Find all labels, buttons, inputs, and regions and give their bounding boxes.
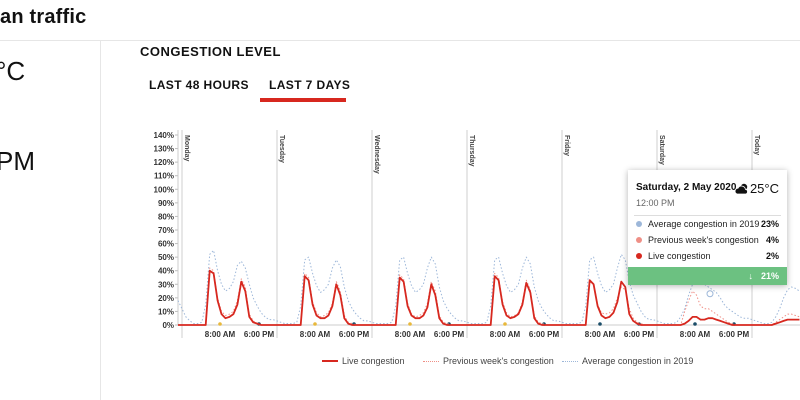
morning-marker [313, 322, 317, 326]
tab-last-48-hours[interactable]: LAST 48 HOURS [149, 78, 249, 92]
day-label: Thursday [468, 135, 475, 167]
current-time: PM [0, 146, 35, 176]
partly-cloudy-icon [734, 183, 748, 194]
x-tick-label: 6:00 PM [624, 330, 655, 339]
live-dot-icon [636, 253, 642, 259]
y-tick-label: 50% [158, 253, 174, 262]
y-tick-label: 90% [158, 199, 174, 208]
tooltip-difference-value: 21% [760, 271, 779, 281]
day-label: Tuesday [278, 135, 285, 163]
series-average-line [177, 249, 800, 325]
x-tick-label: 6:00 PM [244, 330, 275, 339]
legend-previous-swatch [423, 360, 439, 362]
tooltip-row-average: Average congestion in 2019 23% [636, 217, 779, 231]
down-arrow-icon: ↓ [748, 271, 753, 281]
day-label: Saturday [658, 135, 665, 165]
x-tick-label: 6:00 PM [719, 330, 750, 339]
tooltip-row-value: 2% [765, 251, 779, 261]
section-title: CONGESTION LEVEL [140, 44, 281, 59]
legend-average-label: Average congestion in 2019 [582, 356, 694, 366]
tooltip-row-value: 23% [760, 219, 779, 229]
previous-dot-icon [636, 237, 642, 243]
tooltip-divider [634, 215, 781, 216]
y-tick-label: 60% [158, 240, 174, 249]
legend-average-swatch [562, 360, 578, 362]
page-title: an traffic [0, 6, 87, 28]
morning-marker [503, 322, 507, 326]
legend-average: Average congestion in 2019 [562, 356, 693, 366]
y-tick-label: 140% [154, 131, 174, 140]
y-tick-label: 30% [158, 280, 174, 289]
x-tick-label: 8:00 AM [585, 330, 616, 339]
tooltip-row-previous: Previous week's congestion 4% [636, 233, 779, 247]
x-tick-label: 6:00 PM [339, 330, 370, 339]
x-tick-label: 8:00 AM [300, 330, 331, 339]
tooltip-row-label: Average congestion in 2019 [648, 219, 760, 229]
tooltip-weather: 25°C [734, 181, 779, 196]
tooltip-temperature: 25°C [749, 181, 779, 196]
x-tick-label: 8:00 AM [395, 330, 426, 339]
morning-marker [598, 322, 602, 326]
tooltip-difference-bar: ↓ 21% [628, 267, 787, 285]
tooltip-date: Saturday, 2 May 2020 [636, 182, 737, 193]
y-tick-label: 70% [158, 226, 174, 235]
tooltip-row-label: Live congestion [648, 251, 711, 261]
morning-marker [693, 322, 697, 326]
legend-live-label: Live congestion [342, 356, 405, 366]
y-tick-label: 20% [158, 294, 174, 303]
tab-last-7-days[interactable]: LAST 7 DAYS [269, 78, 351, 92]
morning-marker [218, 322, 222, 326]
x-tick-label: 8:00 AM [490, 330, 521, 339]
panel-divider [100, 41, 101, 400]
x-tick-label: 6:00 PM [434, 330, 465, 339]
legend-live-swatch [322, 360, 338, 362]
tooltip-time: 12:00 PM [636, 198, 675, 208]
day-label: Today [753, 135, 760, 155]
legend-live: Live congestion [322, 356, 405, 366]
y-tick-label: 100% [154, 185, 174, 194]
x-tick-label: 6:00 PM [529, 330, 560, 339]
tooltip-row-value: 4% [765, 235, 779, 245]
y-tick-label: 10% [158, 307, 174, 316]
active-tab-indicator [260, 98, 346, 102]
y-tick-label: 120% [154, 158, 174, 167]
chart-tooltip: Saturday, 2 May 2020 12:00 PM 25°C Avera… [628, 170, 787, 285]
y-tick-label: 80% [158, 212, 174, 221]
x-tick-label: 8:00 AM [205, 330, 236, 339]
day-label: Wednesday [373, 135, 380, 174]
tooltip-row-label: Previous week's congestion [648, 235, 759, 245]
morning-marker [408, 322, 412, 326]
header-divider [0, 40, 800, 41]
average-dot-icon [636, 221, 642, 227]
current-temperature: °C [0, 56, 26, 86]
y-tick-label: 130% [154, 145, 174, 154]
hover-marker [706, 290, 714, 298]
legend-previous: Previous week's congestion [423, 356, 554, 366]
x-tick-label: 8:00 AM [680, 330, 711, 339]
legend-previous-label: Previous week's congestion [443, 356, 554, 366]
day-label: Monday [183, 135, 190, 162]
tooltip-row-live: Live congestion 2% [636, 249, 779, 263]
y-tick-label: 110% [154, 172, 174, 181]
day-label: Friday [563, 135, 570, 156]
y-tick-label: 40% [158, 267, 174, 276]
y-tick-label: 0% [162, 321, 174, 330]
series-live-line [178, 269, 800, 326]
